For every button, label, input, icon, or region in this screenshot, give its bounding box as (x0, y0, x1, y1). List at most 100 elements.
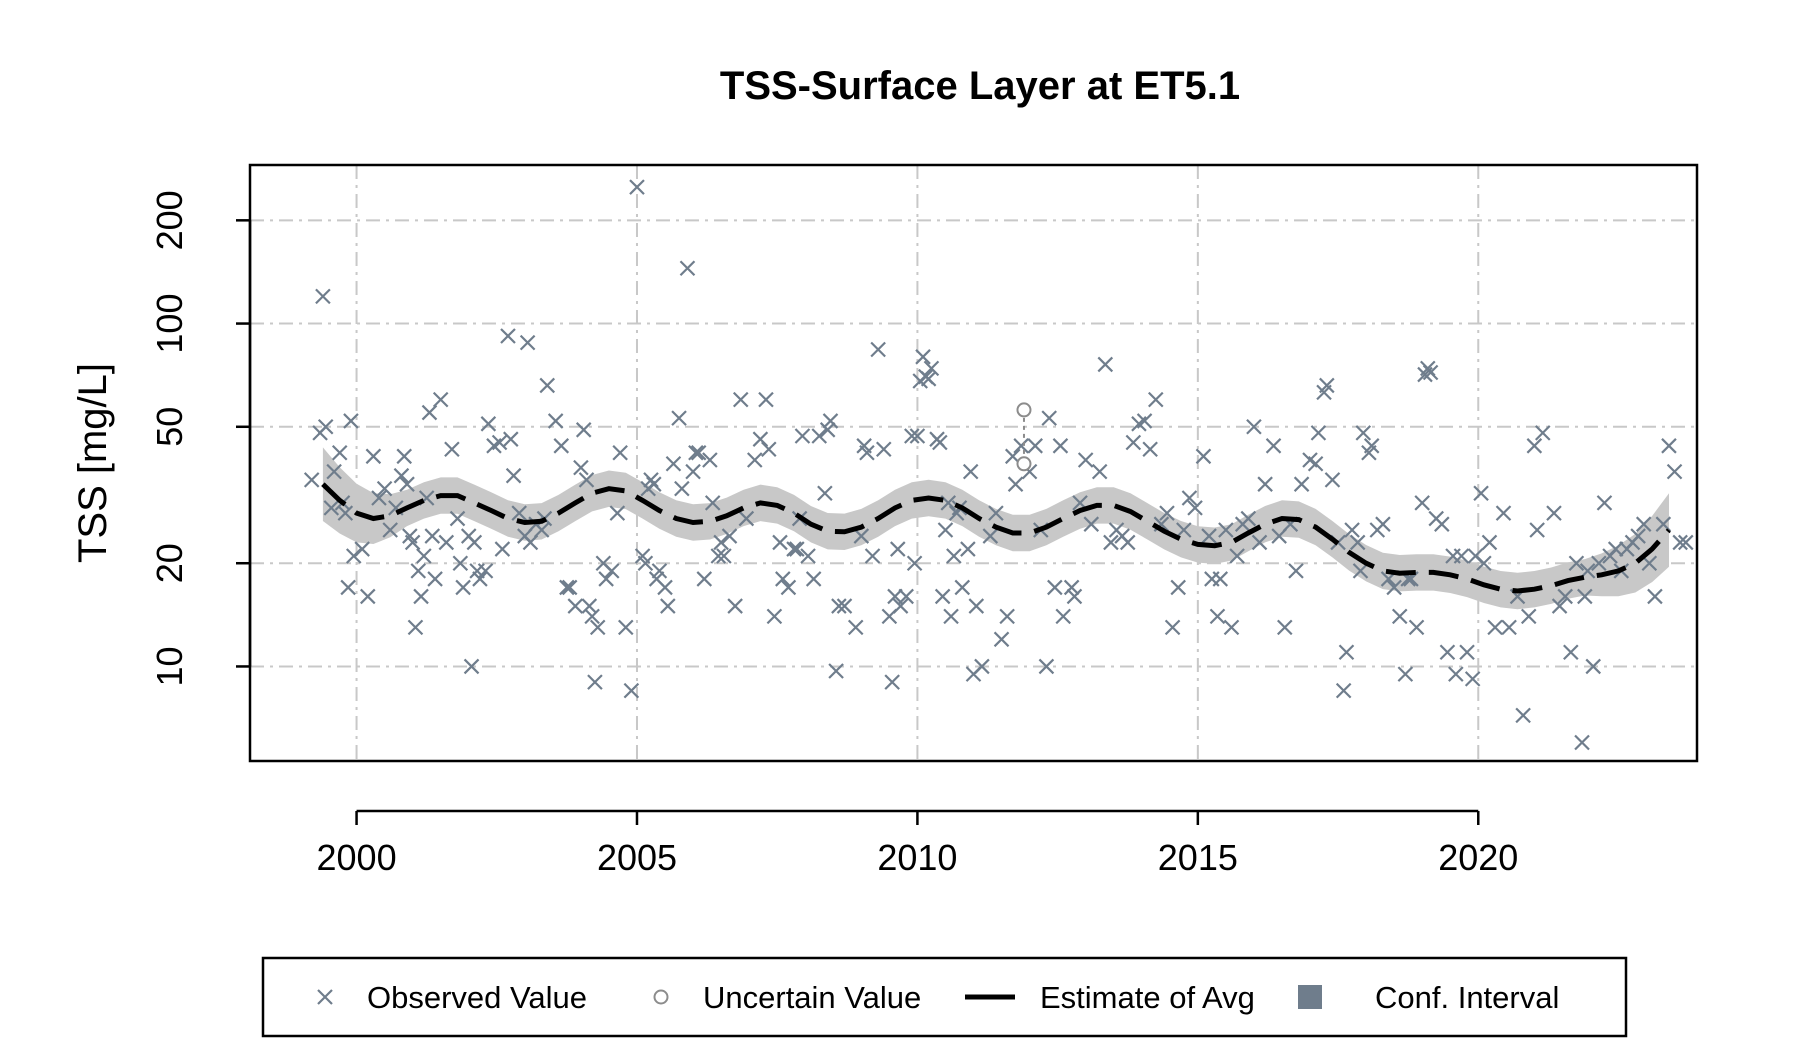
observed-point (303, 472, 320, 488)
observed-point (1187, 500, 1203, 516)
observed-point (772, 534, 788, 551)
observed-point (427, 571, 443, 587)
observed-point (1159, 505, 1175, 521)
observed-point (1257, 476, 1273, 492)
observed-point (1142, 441, 1158, 458)
observed-point (617, 619, 634, 636)
observed-point (1218, 522, 1234, 538)
observed-point (1408, 619, 1425, 636)
observed-point (1212, 571, 1229, 587)
observed-point (988, 505, 1004, 521)
observed-point (1066, 588, 1083, 605)
observed-point (1515, 707, 1531, 724)
observed-point (761, 441, 777, 458)
legend-observed-symbol (317, 989, 333, 1005)
observed-point (943, 608, 959, 625)
observed-point (1338, 644, 1355, 661)
observed-point (828, 663, 844, 679)
observed-point (584, 608, 600, 625)
observed-point (561, 579, 578, 596)
observed-point (1568, 555, 1585, 572)
observed-point (657, 579, 673, 596)
observed-point (1655, 516, 1672, 532)
observed-point (688, 444, 704, 461)
observed-point (864, 548, 881, 564)
observed-point (847, 619, 864, 636)
observed-point (1678, 534, 1694, 551)
observed-point (679, 260, 696, 277)
observed-point (1148, 391, 1164, 408)
observed-point (589, 619, 606, 636)
observed-point (581, 598, 598, 614)
observed-point (1635, 516, 1652, 532)
observed-point (732, 391, 749, 408)
observed-point (1103, 534, 1119, 551)
observed-point (578, 472, 595, 488)
observed-point (1246, 419, 1262, 435)
observed-point (1013, 438, 1029, 454)
observed-point (920, 371, 937, 387)
observed-point (1027, 438, 1043, 454)
observed-point (713, 534, 729, 551)
observed-point (365, 448, 382, 465)
observed-point (811, 428, 828, 444)
observed-point (932, 434, 948, 451)
observed-point (1591, 555, 1607, 572)
observed-point (343, 413, 359, 429)
observed-point (455, 579, 471, 596)
observed-point (421, 404, 438, 421)
observed-point (323, 500, 340, 516)
observed-point (413, 588, 429, 605)
observed-point (1391, 608, 1408, 625)
observed-point (898, 588, 914, 605)
observed-point (1630, 528, 1646, 544)
observed-point (1007, 476, 1024, 492)
observed-point (660, 598, 676, 614)
observed-point (906, 555, 923, 572)
observed-point (399, 476, 415, 492)
observed-point (710, 548, 727, 564)
observed-point (519, 334, 536, 351)
observed-point (424, 528, 441, 544)
observed-point (817, 485, 833, 502)
observed-point (1195, 448, 1212, 465)
observed-point (853, 528, 870, 544)
observed-point (887, 588, 903, 605)
observed-point (800, 548, 816, 564)
observed-point (870, 341, 886, 358)
observed-point (1176, 522, 1192, 538)
observed-point (819, 422, 836, 438)
legend: Observed Value Uncertain Value Estimate of… (261, 956, 1628, 1038)
legend-label: Estimate of Avg (1040, 980, 1255, 1015)
observed-point (472, 571, 488, 587)
observed-point (789, 541, 805, 557)
legend-label: Observed Value (367, 980, 587, 1015)
observed-point (629, 179, 645, 195)
y-tick-label: 200 (149, 190, 190, 250)
observed-point (1520, 608, 1537, 625)
observed-point (1577, 588, 1593, 605)
legend-conf-symbol (1298, 985, 1322, 1009)
observed-point (974, 658, 990, 675)
observed-point (884, 674, 900, 690)
observed-point (909, 428, 926, 444)
observed-point (1077, 452, 1094, 468)
observed-point (1344, 522, 1360, 538)
x-tick-label: 2020 (1438, 837, 1518, 878)
observed-point (805, 571, 822, 587)
observed-point (923, 360, 940, 377)
observed-point (340, 579, 356, 596)
observed-point (1557, 588, 1573, 605)
observed-point (598, 571, 614, 587)
observed-point (416, 548, 432, 564)
observed-point (1319, 377, 1335, 394)
x-axis: 2000 2005 2010 2015 2020 (317, 809, 1518, 878)
observed-point (1209, 608, 1226, 625)
observed-point (1293, 476, 1310, 492)
observed-point (721, 528, 738, 544)
observed-point (674, 480, 690, 497)
y-tick-label: 20 (149, 543, 190, 583)
observed-point (1355, 425, 1372, 441)
observed-point (1672, 534, 1688, 551)
observed-point (1310, 425, 1327, 441)
